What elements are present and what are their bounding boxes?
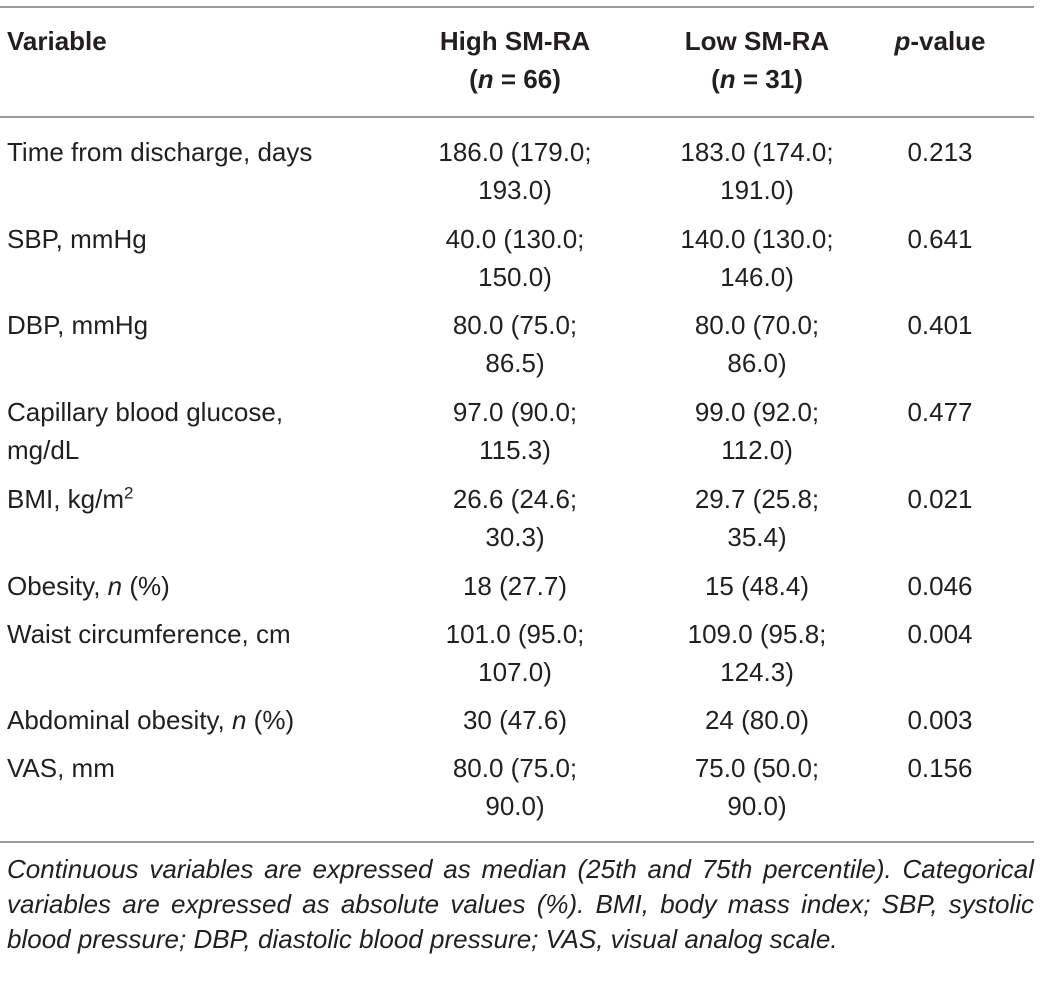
- row-low-line2: 90.0): [727, 791, 787, 821]
- row-high-line2: 193.0): [478, 175, 552, 205]
- row-variable-pre: Abdominal obesity,: [7, 705, 232, 735]
- row-p-value: 0.003: [907, 705, 973, 735]
- row-variable-italic: n: [231, 705, 247, 735]
- row-low-line1: 29.7 (25.8;: [694, 484, 820, 514]
- row-low-line1: 140.0 (130.0;: [680, 224, 834, 254]
- header-low-group: Low SM-RA: [684, 26, 830, 56]
- row-high-line1: 101.0 (95.0;: [445, 619, 585, 649]
- header-low-n-value: = 31): [735, 64, 803, 94]
- row-high-line2: 90.0): [485, 791, 545, 821]
- row-high-line1: 26.6 (24.6;: [452, 484, 578, 514]
- row-p-value: 0.004: [907, 619, 973, 649]
- row-low-line2: 146.0): [720, 262, 794, 292]
- header-high-n: (n = 66): [469, 64, 561, 94]
- row-low-line1: 75.0 (50.0;: [694, 753, 820, 783]
- row-p-value: 0.641: [907, 224, 973, 254]
- header-rule: [0, 116, 1034, 118]
- row-low-line2: 112.0): [721, 435, 793, 465]
- header-high-n-label: n: [477, 64, 494, 94]
- row-high-line1: 97.0 (90.0;: [452, 397, 578, 427]
- header-high-n-value: = 66): [493, 64, 561, 94]
- row-high-line1: 30 (47.6): [462, 705, 568, 735]
- header-p-italic: p: [894, 26, 911, 56]
- row-variable: Obesity, n (%): [7, 567, 170, 605]
- row-p-value: 0.213: [907, 137, 973, 167]
- header-p-rest: -value: [910, 26, 986, 56]
- header-p-value: p-value: [870, 22, 1010, 60]
- header-variable: Variable: [7, 26, 107, 56]
- row-variable: DBP, mmHg: [7, 310, 149, 340]
- row-low-line1: 80.0 (70.0;: [694, 310, 820, 340]
- row-low-line1: 109.0 (95.8;: [687, 619, 827, 649]
- row-variable-pre: Obesity,: [7, 571, 108, 601]
- row-p-value: 0.156: [907, 753, 973, 783]
- row-low-line1: 15 (48.4): [704, 571, 810, 601]
- row-low-line2: 86.0): [727, 348, 787, 378]
- table-top-rule: [0, 6, 1034, 8]
- row-low-line1: 99.0 (92.0;: [694, 397, 820, 427]
- row-p-value: 0.021: [907, 484, 973, 514]
- row-variable: Abdominal obesity, n (%): [7, 701, 294, 739]
- row-high-line1: 186.0 (179.0;: [438, 137, 592, 167]
- row-variable: Time from discharge, days: [7, 137, 313, 167]
- header-low-n-label: n: [719, 64, 736, 94]
- row-variable-text: BMI, kg/m: [7, 484, 125, 514]
- row-low-line2: 124.3): [720, 657, 794, 687]
- row-p-value: 0.477: [907, 397, 973, 427]
- row-high-line1: 18 (27.7): [462, 571, 568, 601]
- row-variable: Waist circumference, cm: [7, 619, 291, 649]
- row-low-line2: 35.4): [727, 522, 787, 552]
- row-high-line1: 80.0 (75.0;: [452, 310, 578, 340]
- header-high-group: High SM-RA: [439, 26, 591, 56]
- row-variable: BMI, kg/m2: [7, 480, 133, 518]
- row-high-line2: 150.0): [478, 262, 552, 292]
- row-p-value: 0.401: [907, 310, 973, 340]
- row-high-line1: 80.0 (75.0;: [452, 753, 578, 783]
- row-variable: SBP, mmHg: [7, 224, 147, 254]
- row-variable-post: (%): [246, 705, 295, 735]
- row-high-line2: 30.3): [485, 522, 545, 552]
- row-high-line2: 107.0): [478, 657, 552, 687]
- row-low-line2: 191.0): [720, 175, 794, 205]
- row-high-line2: 115.3): [479, 435, 551, 465]
- row-high-line1: 40.0 (130.0;: [445, 224, 585, 254]
- superscript: 2: [124, 483, 134, 503]
- row-p-value: 0.046: [907, 571, 973, 601]
- row-low-line1: 24 (80.0): [704, 705, 810, 735]
- table-footnote: Continuous variables are expressed as me…: [7, 854, 1034, 954]
- row-low-line1: 183.0 (174.0;: [680, 137, 834, 167]
- row-high-line2: 86.5): [485, 348, 545, 378]
- table-bottom-rule: [0, 841, 1034, 843]
- row-variable: VAS, mm: [7, 753, 115, 783]
- row-variable-post: (%): [122, 571, 170, 601]
- row-variable-italic: n: [107, 571, 123, 601]
- row-variable-line2: mg/dL: [7, 435, 80, 465]
- row-variable-line1: Capillary blood glucose,: [7, 397, 284, 427]
- header-low-n: (n = 31): [711, 64, 803, 94]
